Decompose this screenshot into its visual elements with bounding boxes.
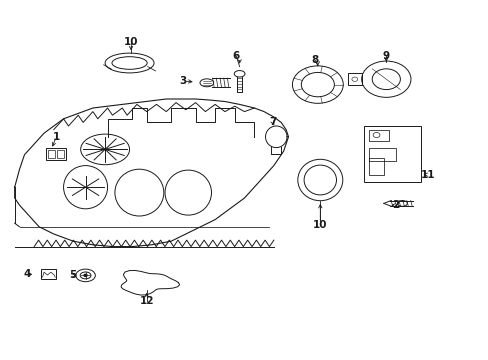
Bar	[46, 148, 66, 160]
Bar	[41, 269, 56, 279]
Text: 8: 8	[311, 55, 318, 66]
Text: 9: 9	[382, 51, 389, 61]
Text: 6: 6	[232, 51, 239, 61]
Bar	[364, 126, 420, 182]
Bar	[368, 130, 388, 141]
Text: 11: 11	[420, 170, 434, 180]
Text: 1: 1	[53, 132, 60, 142]
Bar	[48, 150, 55, 158]
Text: 3: 3	[180, 76, 186, 86]
Text: 10: 10	[312, 220, 327, 230]
Ellipse shape	[84, 274, 87, 276]
Text: 4: 4	[23, 269, 31, 279]
Bar	[57, 150, 63, 158]
Text: 7: 7	[268, 117, 276, 127]
Bar	[347, 73, 361, 85]
Bar	[368, 158, 383, 175]
Text: 2: 2	[392, 200, 399, 210]
Text: 10: 10	[123, 37, 138, 48]
Text: 5: 5	[69, 270, 76, 280]
Text: 12: 12	[139, 296, 154, 306]
Bar	[368, 148, 395, 161]
